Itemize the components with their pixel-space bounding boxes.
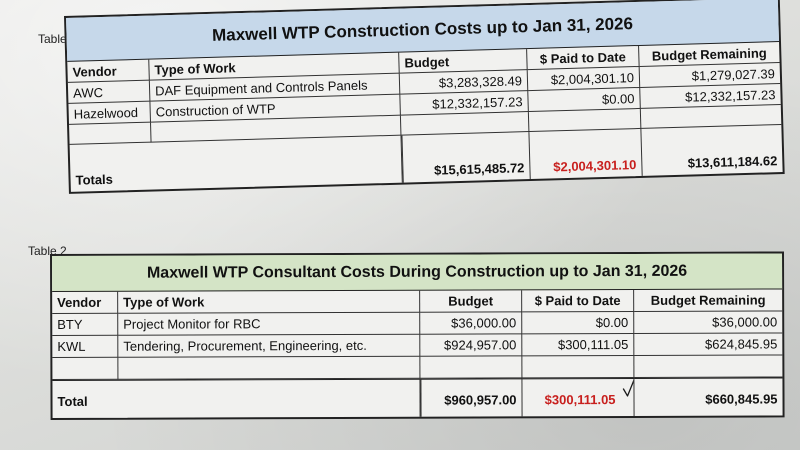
totals-budget: $960,957.00 (420, 378, 523, 417)
cell-remaining: $624,845.95 (634, 333, 783, 356)
cell-vendor (69, 122, 152, 145)
cell-vendor: Hazelwood (68, 101, 152, 125)
cell-budget: $924,957.00 (420, 334, 523, 357)
cell-paid (522, 355, 635, 379)
header-budget: Budget (420, 290, 523, 313)
cell-paid: $0.00 (522, 311, 635, 335)
totals-label: Totals (69, 135, 403, 192)
totals-paid: $300,111.05 (522, 377, 635, 417)
table-2-title: Maxwell WTP Consultant Costs During Cons… (52, 253, 783, 292)
consultant-costs-table: Maxwell WTP Consultant Costs During Cons… (50, 251, 785, 420)
cell-type-of-work: Project Monitor for RBC (118, 312, 421, 336)
totals-paid-value: $300,111.05 (544, 392, 616, 408)
totals-budget: $15,615,485.72 (401, 132, 531, 183)
cell-vendor: AWC (67, 80, 151, 104)
cell-remaining (634, 355, 783, 378)
totals-remaining: $13,611,184.62 (687, 153, 778, 171)
cell-type-of-work: Tendering, Procurement, Engineering, etc… (118, 334, 421, 358)
handwritten-check-icon (622, 378, 635, 397)
header-vendor: Vendor (52, 291, 119, 314)
header-type-of-work: Type of Work (118, 290, 421, 314)
header-paid-to-date: $ Paid to Date (522, 289, 635, 313)
totals-label: Total (52, 378, 421, 418)
cell-paid: $300,111.05 (522, 333, 635, 357)
cell-type-of-work (118, 356, 421, 380)
construction-costs-table: Maxwell WTP Construction Costs up to Jan… (64, 0, 785, 194)
cell-budget (420, 356, 523, 379)
bleed-through-text (300, 206, 303, 217)
header-vendor: Vendor (67, 59, 150, 83)
header-budget-remaining: Budget Remaining (634, 289, 783, 312)
cell-vendor: BTY (52, 313, 119, 336)
cell-budget: $36,000.00 (420, 312, 523, 335)
cell-vendor (52, 357, 119, 380)
totals-paid: $2,004,301.10 (529, 128, 643, 180)
cell-remaining: $36,000.00 (634, 311, 783, 334)
totals-remaining: $660,845.95 (634, 377, 783, 416)
cell-vendor: KWL (52, 335, 119, 358)
